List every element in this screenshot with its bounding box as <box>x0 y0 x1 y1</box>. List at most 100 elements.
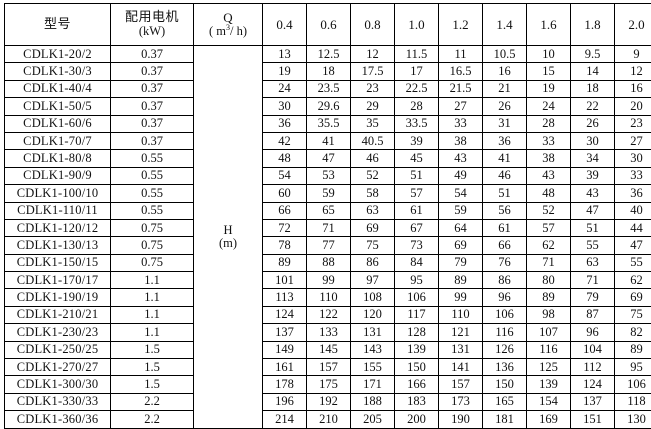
cell-head-value: 157 <box>439 376 483 393</box>
cell-head-value: 149 <box>263 341 307 358</box>
cell-head-value: 52 <box>527 202 571 219</box>
cell-head-value: 56 <box>483 202 527 219</box>
cell-motor-power: 1.1 <box>111 306 194 323</box>
cell-head-value: 10.5 <box>483 46 527 63</box>
column-header-flow-rate-symbol: Q <box>194 11 262 25</box>
cell-head-value: 20 <box>615 98 651 115</box>
cell-head-value: 171 <box>351 376 395 393</box>
cell-head-value: 120 <box>351 306 395 323</box>
cell-head-value: 36 <box>483 132 527 149</box>
cell-motor-power: 1.5 <box>111 376 194 393</box>
column-header-flow-0.6: 0.6 <box>307 4 351 46</box>
cell-model: CDLK1-190/19 <box>5 289 111 306</box>
cell-head-value: 51 <box>483 185 527 202</box>
cell-head-value: 45 <box>395 150 439 167</box>
cell-head-value: 113 <box>263 289 307 306</box>
cell-model: CDLK1-80/8 <box>5 150 111 167</box>
cell-head-value: 24 <box>527 98 571 115</box>
cell-head-value: 98 <box>527 306 571 323</box>
cell-head-value: 69 <box>615 289 651 306</box>
cell-head-value: 133 <box>307 324 351 341</box>
cell-head-value: 43 <box>571 185 615 202</box>
head-symbol: H <box>194 224 262 237</box>
cell-head-value: 101 <box>263 272 307 289</box>
cell-head-value: 121 <box>439 324 483 341</box>
cell-head-value: 67 <box>395 219 439 236</box>
cell-head-value: 112 <box>571 359 615 376</box>
cell-head-value: 62 <box>527 237 571 254</box>
cell-head-value: 137 <box>571 393 615 410</box>
cell-motor-power: 0.75 <box>111 254 194 271</box>
cell-head-value: 200 <box>395 411 439 428</box>
cell-head-value: 15 <box>527 63 571 80</box>
cell-head-value: 9.5 <box>571 46 615 63</box>
cell-head-value: 33 <box>439 115 483 132</box>
cell-head-value: 16.5 <box>439 63 483 80</box>
cell-head-value: 48 <box>263 150 307 167</box>
table-header: 型号 配用电机 (kW) Q ( m3/ h) 0.4 0.6 0.8 1.0 … <box>5 4 651 46</box>
column-header-model: 型号 <box>5 4 111 46</box>
cell-head-value: 128 <box>395 324 439 341</box>
cell-model: CDLK1-130/13 <box>5 237 111 254</box>
cell-head-value: 99 <box>439 289 483 306</box>
cell-head-value: 188 <box>351 393 395 410</box>
cell-head-value: 41 <box>307 132 351 149</box>
column-header-flow-1.4: 1.4 <box>483 4 527 46</box>
cell-head-value: 99 <box>307 272 351 289</box>
cell-head-value: 130 <box>615 411 651 428</box>
cell-model: CDLK1-60/6 <box>5 115 111 132</box>
cell-head-value: 28 <box>527 115 571 132</box>
column-header-motor-power: 配用电机 (kW) <box>111 4 194 46</box>
cell-head-value: 21.5 <box>439 80 483 97</box>
cell-head-value: 75 <box>351 237 395 254</box>
cell-head-value: 59 <box>439 202 483 219</box>
cell-head-value: 57 <box>395 185 439 202</box>
cell-head-value: 75 <box>615 306 651 323</box>
cell-head-value: 54 <box>263 167 307 184</box>
cell-head-value: 30 <box>615 150 651 167</box>
cell-motor-power: 0.37 <box>111 132 194 149</box>
cell-head-value: 183 <box>395 393 439 410</box>
cell-head-value: 11.5 <box>395 46 439 63</box>
cell-head-value: 190 <box>439 411 483 428</box>
cell-motor-power: 1.5 <box>111 341 194 358</box>
cell-head-value: 60 <box>263 185 307 202</box>
cell-motor-power: 0.55 <box>111 185 194 202</box>
cell-head-value: 23 <box>351 80 395 97</box>
cell-head-value: 69 <box>351 219 395 236</box>
column-header-flow-2.0: 2.0 <box>615 4 651 46</box>
cell-head-value: 71 <box>307 219 351 236</box>
cell-head-value: 18 <box>571 80 615 97</box>
cell-head-value: 29.6 <box>307 98 351 115</box>
cell-head-value: 64 <box>439 219 483 236</box>
cell-head-value: 108 <box>351 289 395 306</box>
cell-model: CDLK1-50/5 <box>5 98 111 115</box>
cell-head-value: 150 <box>395 359 439 376</box>
cell-head-value: 73 <box>395 237 439 254</box>
cell-head-value: 57 <box>527 219 571 236</box>
column-header-flow-rate-unit: ( m3/ h) <box>194 24 262 38</box>
cell-model: CDLK1-100/10 <box>5 185 111 202</box>
cell-head-value: 21 <box>483 80 527 97</box>
cell-head-value: 136 <box>483 359 527 376</box>
cell-head-value: 22.5 <box>395 80 439 97</box>
cell-model: CDLK1-90/9 <box>5 167 111 184</box>
cell-head-value: 124 <box>263 306 307 323</box>
cell-model: CDLK1-330/33 <box>5 393 111 410</box>
cell-head-value: 12.5 <box>307 46 351 63</box>
cell-head-value: 210 <box>307 411 351 428</box>
cell-head-value: 72 <box>263 219 307 236</box>
cell-head-value: 23.5 <box>307 80 351 97</box>
cell-head-value: 86 <box>483 272 527 289</box>
cell-head-value: 36 <box>263 115 307 132</box>
cell-head-value: 11 <box>439 46 483 63</box>
cell-motor-power: 0.55 <box>111 202 194 219</box>
cell-head-value: 54 <box>439 185 483 202</box>
